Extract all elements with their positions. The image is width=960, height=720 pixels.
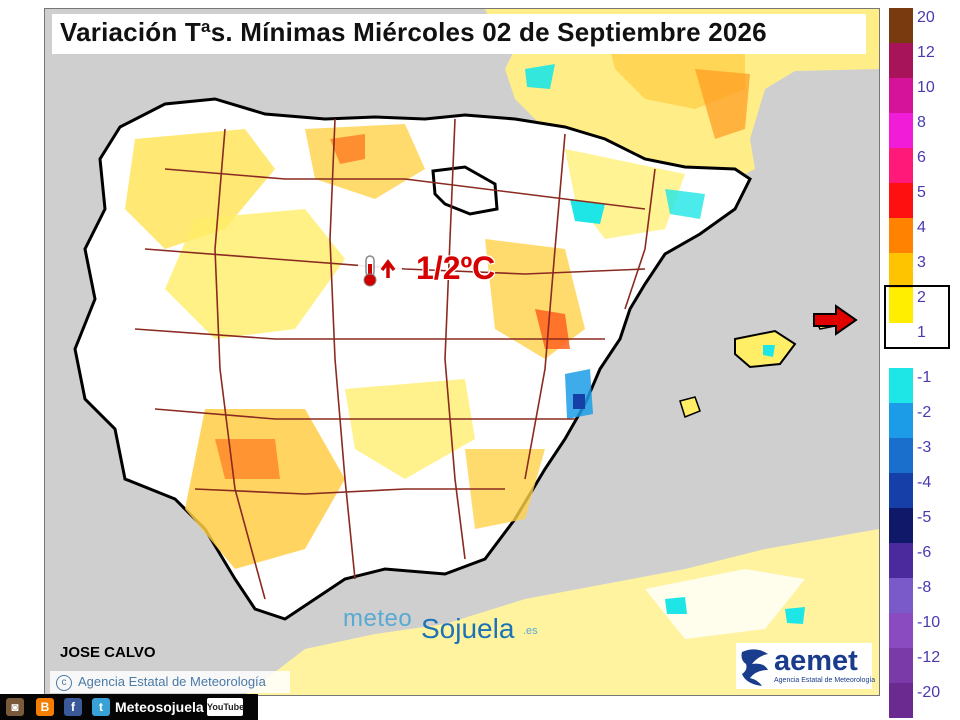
legend-label-positive: 8 bbox=[917, 114, 926, 131]
legend-swatch-negative bbox=[889, 543, 913, 578]
brand-part-es: .es bbox=[523, 625, 538, 637]
legend-label-negative: -10 bbox=[917, 614, 941, 631]
legend-label-positive: 6 bbox=[917, 149, 926, 166]
legend-swatch-positive bbox=[889, 8, 913, 43]
aemet-logo: aemet Agencia Estatal de Meteorología bbox=[736, 643, 876, 689]
legend-swatch-negative bbox=[889, 613, 913, 648]
variation-value-label: 1/2ºC bbox=[416, 250, 496, 286]
instagram-icon[interactable]: ◙ bbox=[6, 698, 24, 716]
legend-swatch-positive bbox=[889, 288, 913, 323]
social-bar: ◙ B f t Meteosojuela YouTube bbox=[0, 694, 258, 720]
copyright-icon: c bbox=[56, 674, 72, 691]
legend-label-negative: -4 bbox=[917, 474, 932, 491]
legend-swatch-positive bbox=[889, 78, 913, 113]
facebook-icon[interactable]: f bbox=[64, 698, 82, 716]
legend-swatch-positive bbox=[889, 113, 913, 148]
legend-swatch-positive bbox=[889, 43, 913, 78]
brand-part-sojuela: Sojuela bbox=[421, 613, 515, 644]
legend-swatch-negative bbox=[889, 648, 913, 683]
legend-label-positive: 2 bbox=[917, 289, 926, 306]
aemet-subtitle: Agencia Estatal de Meteorología bbox=[774, 677, 876, 684]
legend-label-positive: 5 bbox=[917, 184, 926, 201]
legend-label-negative: -12 bbox=[917, 649, 941, 666]
brand-part-meteo: meteo bbox=[343, 605, 413, 632]
legend-swatch-positive bbox=[889, 148, 913, 183]
legend-highlight-box bbox=[884, 285, 950, 349]
legend-swatch-negative bbox=[889, 508, 913, 543]
twitter-icon[interactable]: t bbox=[92, 698, 110, 716]
legend-label-positive: 20 bbox=[917, 9, 935, 26]
legend-swatch-positive bbox=[889, 253, 913, 288]
youtube-icon[interactable]: YouTube bbox=[207, 698, 244, 716]
legend-label-negative: -2 bbox=[917, 404, 932, 421]
title-background bbox=[52, 14, 866, 54]
legend-separator bbox=[883, 358, 960, 368]
social-handle[interactable]: Meteosojuela bbox=[115, 699, 204, 715]
legend-label-positive: 10 bbox=[917, 79, 935, 96]
blogger-icon[interactable]: B bbox=[36, 698, 54, 716]
map-title: Variación Tªs. Mínimas Miércoles 02 de S… bbox=[60, 17, 767, 47]
legend-swatch-positive bbox=[889, 218, 913, 253]
legend-label-negative: -3 bbox=[917, 439, 932, 456]
copyright-text: Agencia Estatal de Meteorología bbox=[78, 674, 266, 689]
legend-swatch-positive bbox=[889, 323, 913, 358]
color-legend: 20 12 10 8 6 5 4 3 2 1 -1 -2 -3 -4 -5 -6 -8 -10 -12 -20 bbox=[883, 8, 960, 718]
legend-label-negative: -6 bbox=[917, 544, 932, 561]
legend-swatch-negative bbox=[889, 438, 913, 473]
thermometer-up-arrow-icon bbox=[358, 252, 402, 288]
legend-label-positive: 4 bbox=[917, 219, 926, 236]
africa-land bbox=[245, 529, 879, 695]
la-rioja-outline bbox=[431, 165, 499, 216]
red-arrow-icon bbox=[813, 304, 858, 336]
legend-swatch-negative bbox=[889, 578, 913, 613]
temperature-map bbox=[45, 9, 879, 695]
legend-label-positive: 12 bbox=[917, 44, 935, 61]
ibiza-land bbox=[679, 396, 701, 418]
legend-swatch-negative bbox=[889, 683, 913, 718]
legend-swatch-negative bbox=[889, 403, 913, 438]
map-frame bbox=[44, 8, 880, 696]
legend-label-negative: -20 bbox=[917, 684, 941, 701]
copyright-strip: c Agencia Estatal de Meteorología bbox=[50, 671, 290, 693]
legend-label-negative: -5 bbox=[917, 509, 932, 526]
legend-label-negative: -8 bbox=[917, 579, 932, 596]
legend-label-positive: 1 bbox=[917, 324, 926, 341]
legend-swatch-negative bbox=[889, 473, 913, 508]
legend-label-negative: -1 bbox=[917, 369, 932, 386]
legend-swatch-negative bbox=[889, 368, 913, 403]
legend-swatch-positive bbox=[889, 183, 913, 218]
meteosojuela-brand: meteo Sojuela .es bbox=[343, 603, 553, 645]
legend-label-positive: 3 bbox=[917, 254, 926, 271]
author-label: JOSE CALVO bbox=[60, 644, 156, 661]
aemet-swirl-icon bbox=[741, 649, 768, 686]
aemet-wordmark: aemet bbox=[774, 645, 858, 677]
